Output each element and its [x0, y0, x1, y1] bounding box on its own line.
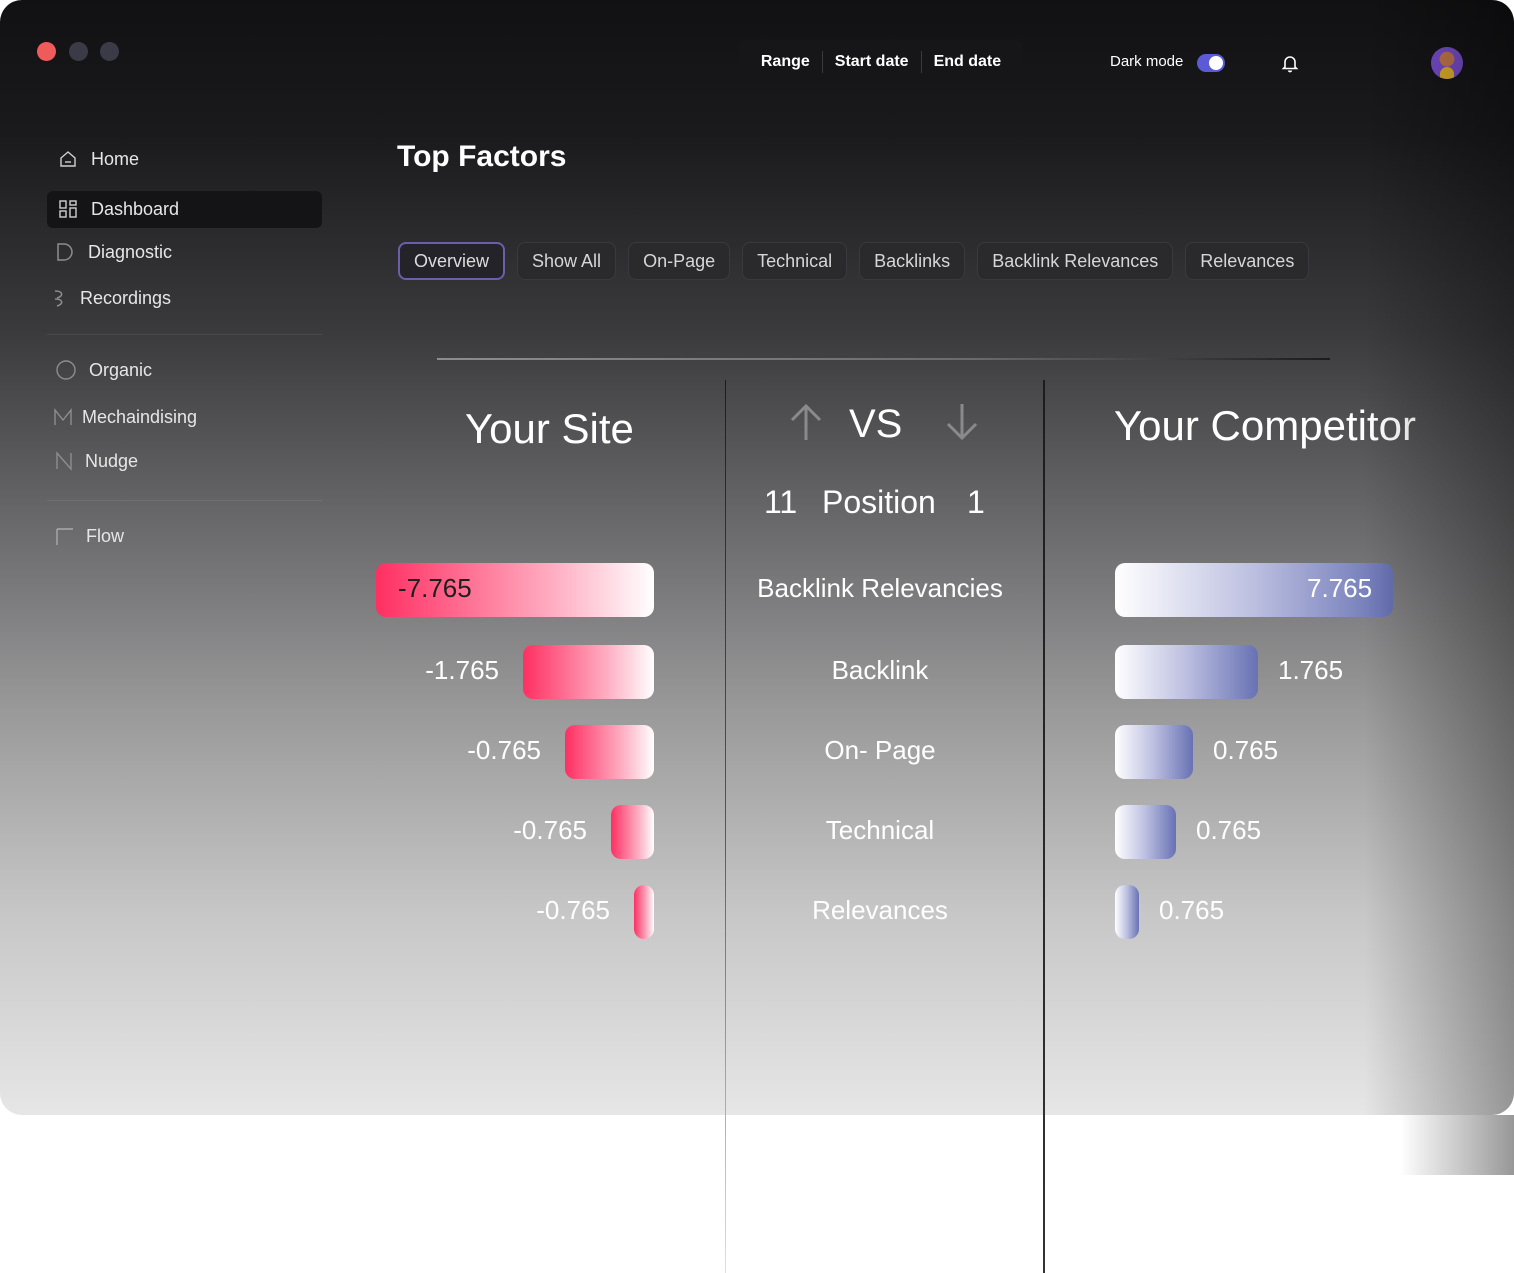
m-icon — [52, 406, 74, 428]
your-site-position: 11 — [764, 484, 798, 520]
edge-shadow — [1400, 1115, 1514, 1175]
window-maximize-button[interactable] — [100, 42, 119, 61]
your-site-bar — [376, 563, 654, 617]
sidebar-item-label: Mechaindising — [82, 406, 198, 427]
sidebar-item-diagnostic[interactable]: Diagnostic — [54, 241, 172, 263]
your-site-title: Your Site — [465, 405, 634, 452]
your-site-bar — [523, 645, 654, 699]
end-date-button[interactable]: End date — [933, 53, 1002, 70]
comparison-top-divider — [437, 358, 1330, 360]
your-site-bar — [565, 725, 654, 779]
home-icon — [57, 148, 79, 170]
tab-overview[interactable]: Overview — [398, 242, 506, 280]
factor-label: On- Page — [824, 735, 936, 765]
flow-icon — [54, 525, 76, 547]
competitor-value: 0.765 — [1159, 895, 1225, 925]
sidebar-item-label: Recordings — [80, 287, 172, 308]
sidebar-item-flow[interactable]: Flow — [54, 525, 124, 547]
competitor-value: 1.765 — [1278, 655, 1344, 685]
sidebar-item-recordings[interactable]: Recordings — [50, 287, 171, 309]
user-avatar[interactable] — [1431, 47, 1463, 79]
recordings-icon — [50, 287, 72, 309]
dark-mode-toggle[interactable] — [1197, 54, 1225, 72]
range-divider — [920, 51, 922, 73]
sidebar-item-organic[interactable]: Organic — [55, 359, 152, 381]
date-range-bar: Range Start date End date — [739, 40, 1023, 84]
sidebar-item-dashboard[interactable]: Dashboard — [57, 198, 179, 220]
sidebar-item-mechaindising[interactable]: Mechaindising — [52, 406, 197, 428]
tab-show-all[interactable]: Show All — [517, 242, 617, 280]
tab-technical[interactable]: Technical — [742, 242, 848, 280]
competitor-bar — [1115, 885, 1139, 939]
your-site-value: -1.765 — [425, 655, 499, 685]
competitor-value: 0.765 — [1213, 735, 1279, 765]
diagnostic-icon — [54, 241, 76, 263]
range-button[interactable]: Range — [760, 53, 810, 70]
your-site-value: -7.765 — [398, 573, 472, 603]
app-window: Range Start date End date Dark mode Home… — [0, 0, 1514, 1115]
your-site-bar — [634, 885, 654, 939]
sidebar-divider — [47, 334, 322, 335]
sidebar-item-nudge[interactable]: Nudge — [53, 450, 138, 472]
window-close-button[interactable] — [37, 42, 56, 61]
sidebar-divider — [47, 500, 322, 501]
position-label: Position — [822, 484, 936, 520]
dark-mode-label: Dark mode — [1110, 53, 1184, 70]
arrow-up-icon — [788, 402, 824, 447]
competitor-bar — [1115, 563, 1393, 617]
your-competitor-title: Your Competitor — [1114, 402, 1416, 449]
sidebar-item-label: Nudge — [85, 450, 139, 471]
sidebar-item-label: Organic — [89, 359, 153, 380]
factor-label: Technical — [825, 815, 935, 845]
your-site-bar — [611, 805, 654, 859]
competitor-position: 1 — [967, 484, 985, 520]
grid-icon — [57, 198, 79, 220]
competitor-bar — [1115, 725, 1193, 779]
arrow-down-icon — [944, 402, 980, 447]
sidebar-item-home[interactable]: Home — [57, 148, 139, 170]
factor-label: Backlink Relevancies — [757, 573, 1003, 603]
tab-on-page[interactable]: On-Page — [628, 242, 731, 280]
tab-backlink-relevances[interactable]: Backlink Relevances — [977, 242, 1174, 280]
column-divider-right — [1043, 380, 1045, 1273]
tab-backlinks[interactable]: Backlinks — [859, 242, 966, 280]
your-site-value: -0.765 — [467, 735, 541, 765]
competitor-bar — [1115, 645, 1258, 699]
sidebar-item-label: Home — [91, 148, 140, 169]
your-site-value: -0.765 — [513, 815, 587, 845]
sidebar-active-highlight — [47, 191, 322, 228]
sidebar-item-label: Diagnostic — [88, 241, 173, 262]
window-minimize-button[interactable] — [69, 42, 88, 61]
competitor-value: 7.765 — [1307, 573, 1373, 603]
n-icon — [53, 450, 75, 472]
factor-label: Relevances — [812, 895, 948, 925]
start-date-button[interactable]: Start date — [834, 53, 909, 70]
vs-label: VS — [849, 402, 903, 446]
sidebar-item-label: Dashboard — [91, 198, 180, 219]
tab-relevances[interactable]: Relevances — [1185, 242, 1310, 280]
page-title: Top Factors — [397, 140, 567, 173]
bell-icon[interactable] — [1280, 53, 1300, 78]
range-divider — [821, 51, 823, 73]
competitor-value: 0.765 — [1196, 815, 1262, 845]
circle-icon — [55, 359, 77, 381]
factor-label: Backlink — [831, 655, 929, 685]
your-site-value: -0.765 — [536, 895, 610, 925]
competitor-bar — [1115, 805, 1176, 859]
column-divider-left — [725, 380, 726, 1273]
sidebar-item-label: Flow — [86, 525, 125, 546]
filter-tabs: Overview Show All On-Page Technical Back… — [398, 242, 1310, 280]
